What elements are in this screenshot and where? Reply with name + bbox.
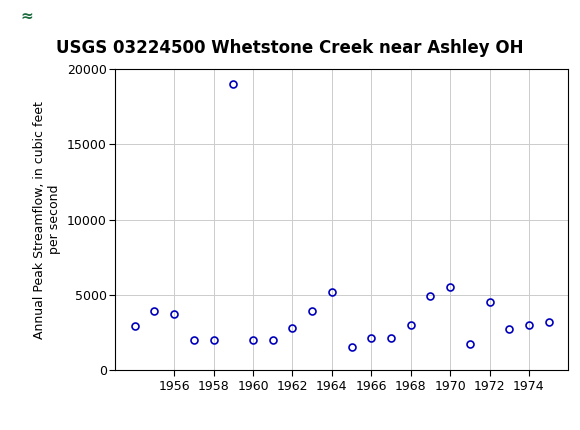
Text: USGS 03224500 Whetstone Creek near Ashley OH: USGS 03224500 Whetstone Creek near Ashle… [56,39,524,57]
Y-axis label: Annual Peak Streamflow, in cubic feet
per second: Annual Peak Streamflow, in cubic feet pe… [33,101,61,338]
Text: USGS: USGS [58,9,109,27]
Bar [3,2,52,33]
Text: ≈: ≈ [21,9,34,25]
